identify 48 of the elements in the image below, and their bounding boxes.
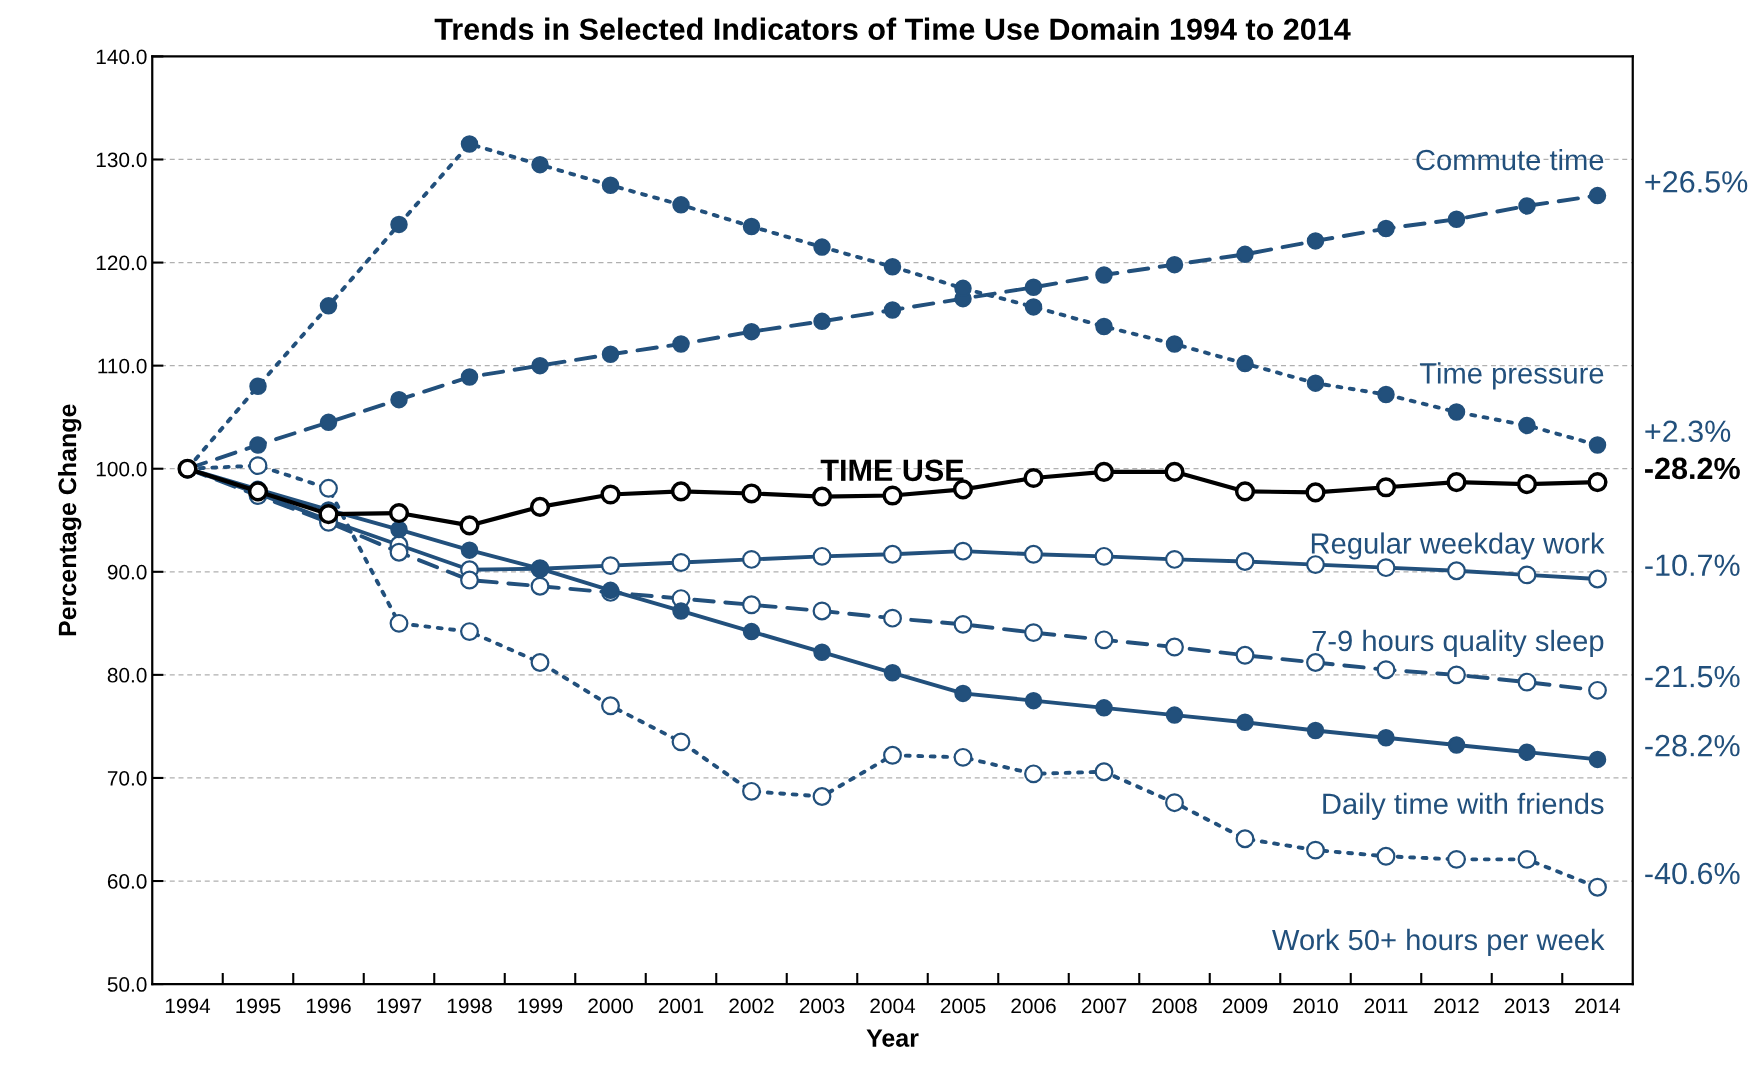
series-label: Commute time bbox=[1416, 148, 1604, 171]
chart-title: Trends in Selected Indicators of Time Use Domain 1994 to 2014 bbox=[434, 17, 1351, 41]
annotation: +26.5% bbox=[1645, 171, 1748, 193]
x-tick-label: 1996 bbox=[306, 998, 351, 1014]
x-tick-label: 2004 bbox=[870, 998, 916, 1014]
y-tick-label: 50.0 bbox=[107, 977, 147, 992]
annotation: -21.5% bbox=[1645, 665, 1740, 688]
y-tick-label: 130.0 bbox=[96, 152, 147, 168]
x-tick-label: 1997 bbox=[377, 998, 422, 1014]
x-tick-label: 2006 bbox=[1011, 998, 1056, 1014]
annotation: +2.3% bbox=[1645, 420, 1731, 443]
series-label: Daily time with friends bbox=[1323, 792, 1604, 820]
series-label: Regular weekday work bbox=[1311, 532, 1605, 560]
y-tick-label: 110.0 bbox=[98, 358, 147, 374]
y-tick-label: 100.0 bbox=[96, 461, 147, 477]
x-tick-label: 1998 bbox=[447, 998, 492, 1014]
x-tick-label: 2007 bbox=[1081, 998, 1127, 1014]
x-tick-label: 2010 bbox=[1293, 998, 1338, 1014]
annotation: -40.6% bbox=[1645, 862, 1740, 885]
y-tick-label: 60.0 bbox=[107, 874, 147, 889]
x-tick-label: 1994 bbox=[165, 998, 211, 1014]
x-tick-label: 2003 bbox=[799, 998, 845, 1014]
x-tick-label: 2002 bbox=[729, 998, 774, 1014]
x-tick-label: 2001 bbox=[658, 998, 704, 1014]
y-axis-title: Percentage Change bbox=[57, 404, 82, 636]
y-tick-label: 80.0 bbox=[107, 667, 147, 683]
annotation: -28.2% bbox=[1645, 734, 1740, 757]
x-tick-label: 2012 bbox=[1434, 998, 1479, 1014]
x-tick-label: 2014 bbox=[1575, 998, 1621, 1014]
annotation: -10.7% bbox=[1645, 554, 1740, 577]
x-tick-label: 1999 bbox=[518, 998, 563, 1014]
y-tick-label: 70.0 bbox=[107, 770, 147, 786]
x-tick-label: 2013 bbox=[1504, 998, 1550, 1014]
x-tick-label: 2008 bbox=[1152, 998, 1197, 1014]
y-tick-label: 120.0 bbox=[96, 255, 147, 271]
x-tick-label: 2005 bbox=[940, 998, 986, 1014]
series-label: Time pressure bbox=[1419, 362, 1604, 390]
x-tick-label: 2009 bbox=[1222, 998, 1268, 1014]
series-label: 7-9 hours quality sleep bbox=[1312, 629, 1604, 657]
series-label: TIME USE bbox=[820, 459, 964, 482]
y-tick-label: 140.0 bbox=[96, 49, 147, 65]
y-tick-label: 90.0 bbox=[107, 564, 147, 580]
x-tick-label: 1995 bbox=[236, 998, 281, 1014]
x-axis-title: Year bbox=[866, 1029, 919, 1047]
x-tick-label: 2011 bbox=[1364, 998, 1408, 1014]
annotation: -28.2% bbox=[1645, 457, 1740, 480]
series-label: Work 50+ hours per week bbox=[1272, 928, 1605, 957]
x-tick-label: 2000 bbox=[588, 998, 633, 1014]
